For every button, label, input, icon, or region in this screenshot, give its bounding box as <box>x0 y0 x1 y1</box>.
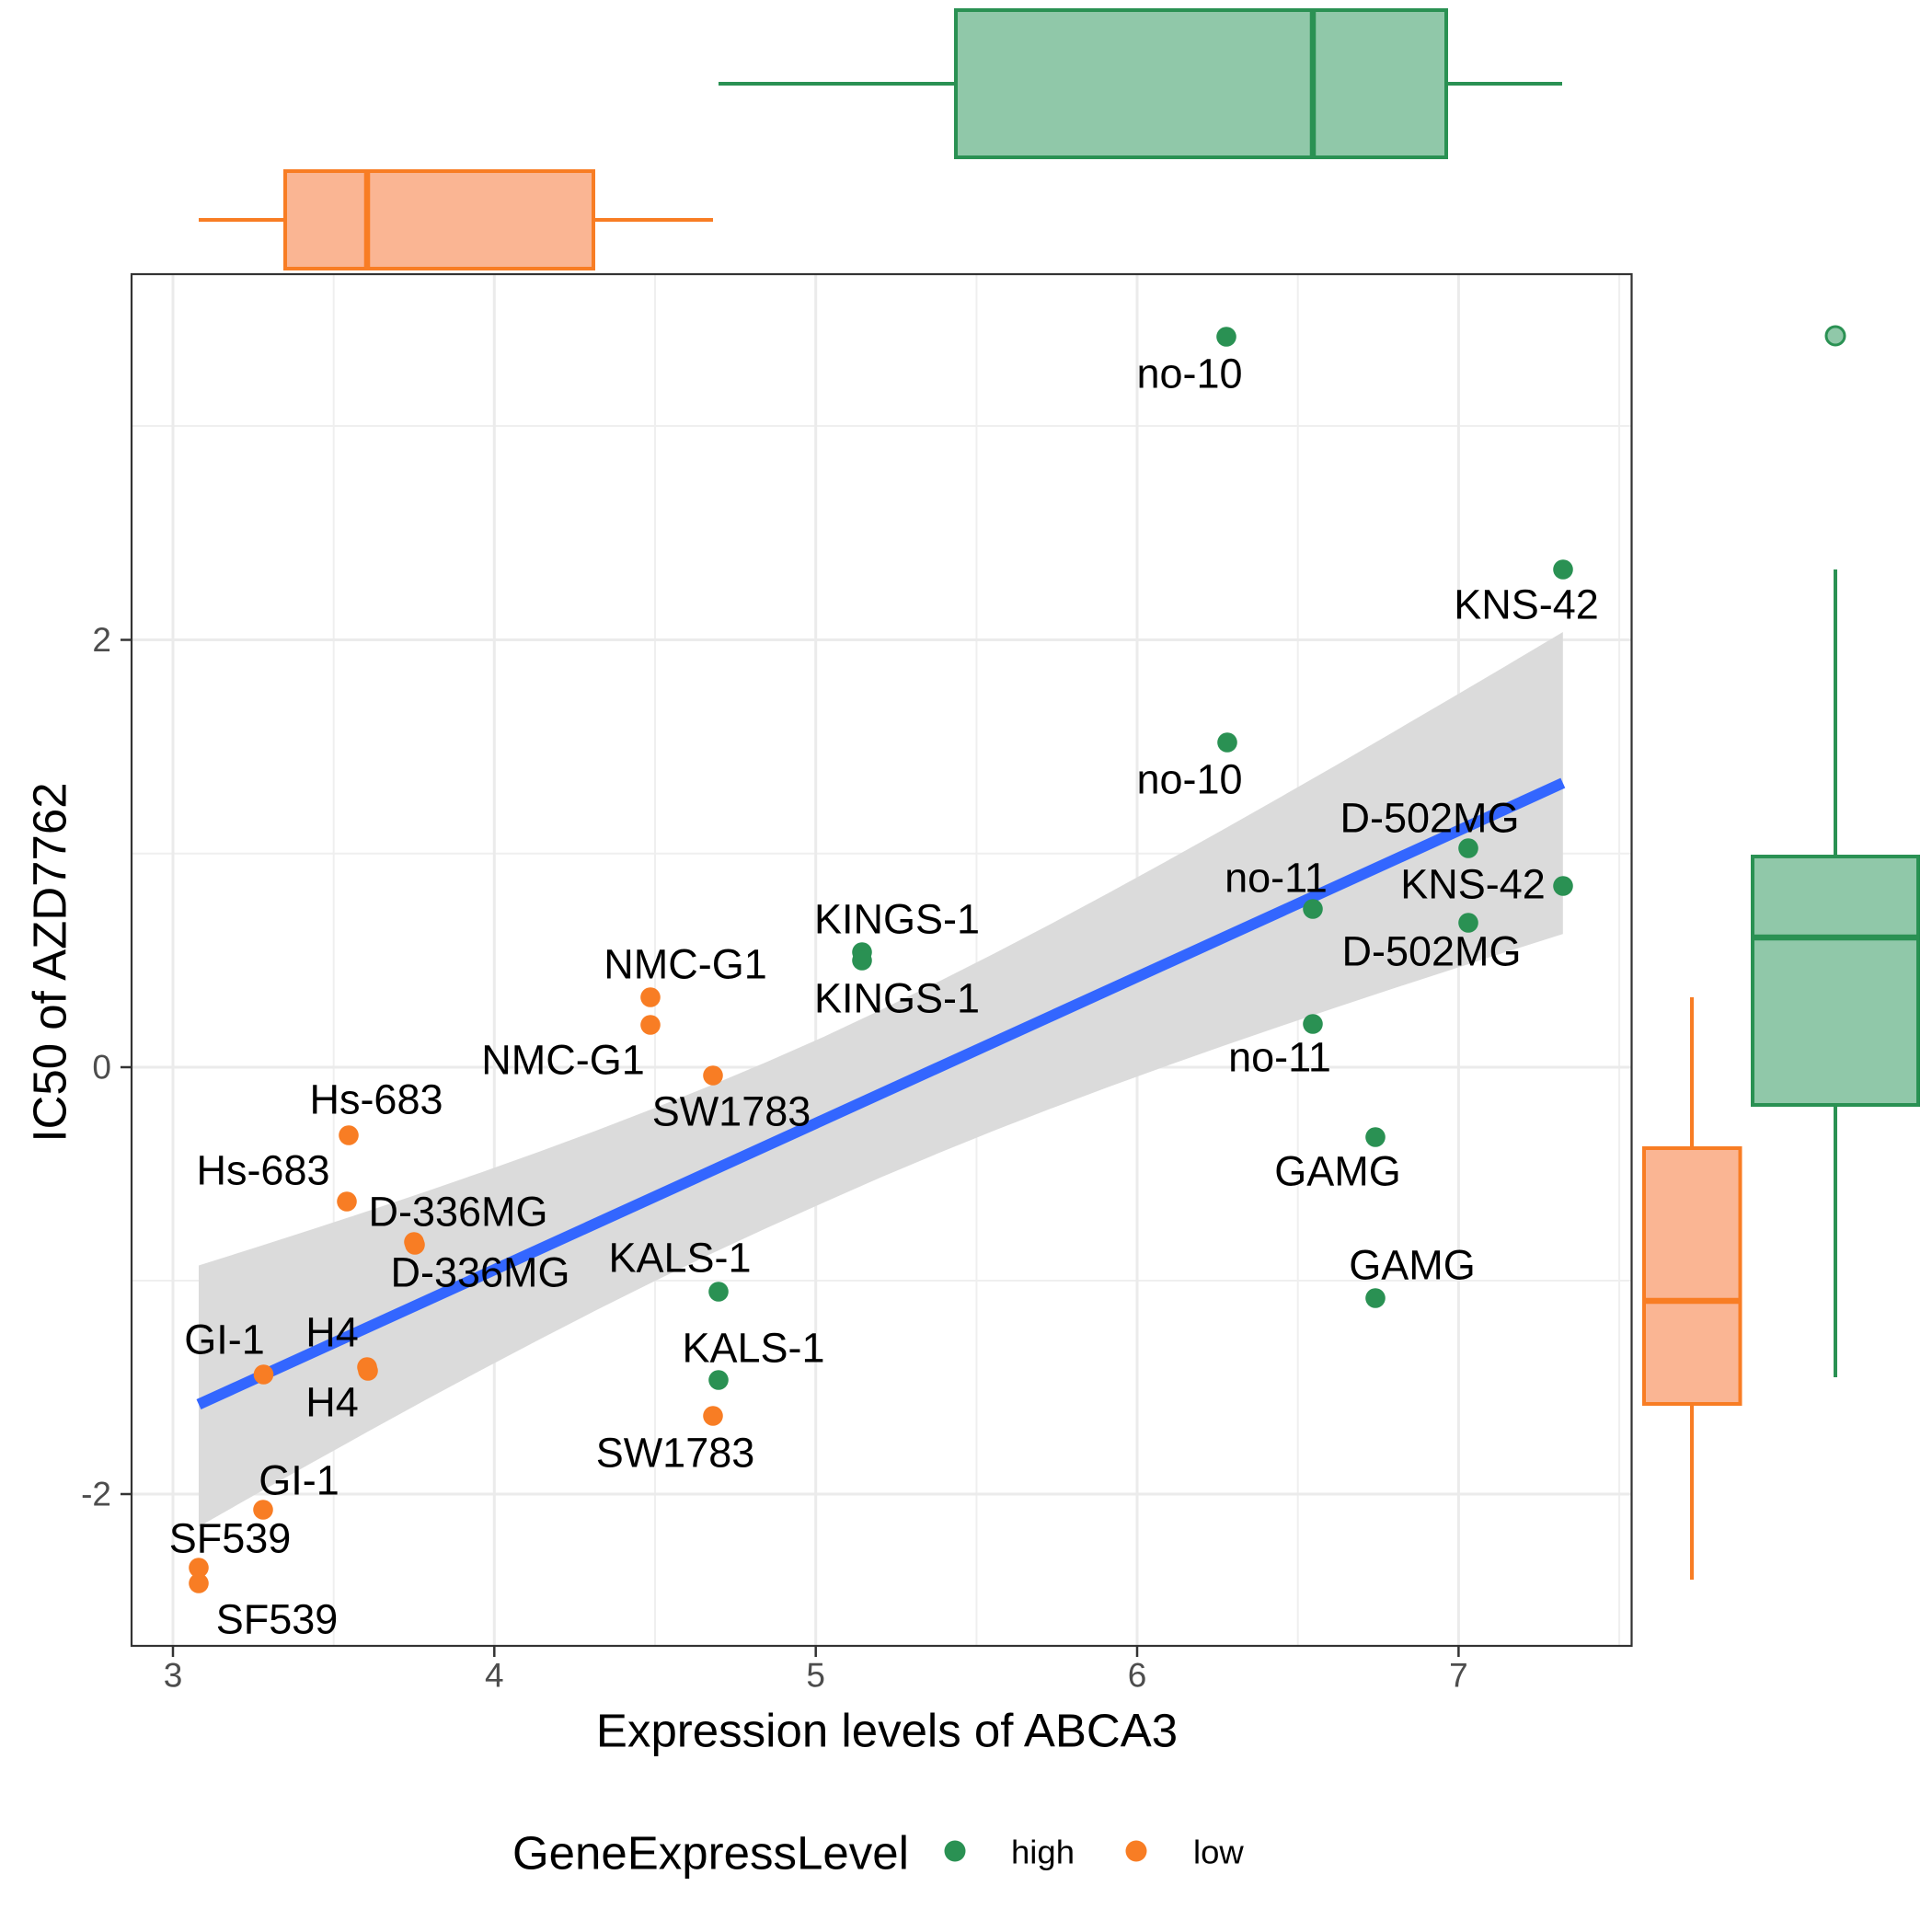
svg-text:7: 7 <box>1449 1657 1468 1695</box>
svg-text:NMC-G1: NMC-G1 <box>604 941 767 988</box>
svg-text:no-10: no-10 <box>1136 756 1242 803</box>
svg-text:SW1783: SW1783 <box>652 1088 811 1135</box>
svg-text:low: low <box>1193 1834 1244 1871</box>
svg-text:no-11: no-11 <box>1228 1034 1331 1081</box>
svg-text:GeneExpressLevel: GeneExpressLevel <box>512 1827 909 1880</box>
svg-text:Hs-683: Hs-683 <box>196 1147 329 1194</box>
svg-text:high: high <box>1011 1834 1075 1871</box>
svg-text:0: 0 <box>92 1049 111 1087</box>
svg-text:SF539: SF539 <box>169 1515 292 1562</box>
svg-text:KALS-1: KALS-1 <box>682 1325 824 1372</box>
svg-text:GAMG: GAMG <box>1274 1148 1401 1195</box>
svg-text:NMC-G1: NMC-G1 <box>481 1037 645 1084</box>
svg-text:GI-1: GI-1 <box>184 1317 265 1363</box>
svg-text:Hs-683: Hs-683 <box>309 1076 443 1123</box>
svg-text:H4: H4 <box>305 1309 359 1356</box>
svg-text:IC50 of AZD7762: IC50 of AZD7762 <box>24 782 76 1142</box>
svg-text:KINGS-1: KINGS-1 <box>814 896 980 943</box>
svg-text:GI-1: GI-1 <box>259 1457 339 1504</box>
svg-text:KINGS-1: KINGS-1 <box>814 975 980 1022</box>
svg-text:D-502MG: D-502MG <box>1341 928 1521 975</box>
svg-text:-2: -2 <box>81 1476 111 1513</box>
svg-text:KNS-42: KNS-42 <box>1400 861 1546 908</box>
svg-text:2: 2 <box>92 621 111 659</box>
svg-text:Expression levels of ABCA3: Expression levels of ABCA3 <box>596 1705 1178 1757</box>
svg-text:KNS-42: KNS-42 <box>1454 581 1599 628</box>
svg-text:H4: H4 <box>305 1379 359 1426</box>
svg-text:6: 6 <box>1128 1657 1147 1695</box>
svg-text:4: 4 <box>485 1657 504 1695</box>
svg-text:KALS-1: KALS-1 <box>608 1235 751 1282</box>
svg-text:D-502MG: D-502MG <box>1340 795 1519 842</box>
svg-text:5: 5 <box>806 1657 825 1695</box>
svg-text:SF539: SF539 <box>216 1596 339 1643</box>
svg-text:no-10: no-10 <box>1136 351 1242 397</box>
svg-text:D-336MG: D-336MG <box>390 1249 569 1296</box>
svg-text:no-11: no-11 <box>1225 855 1328 902</box>
svg-text:D-336MG: D-336MG <box>368 1189 547 1236</box>
svg-text:SW1783: SW1783 <box>596 1430 755 1477</box>
svg-text:GAMG: GAMG <box>1349 1242 1476 1289</box>
svg-text:3: 3 <box>164 1657 183 1695</box>
